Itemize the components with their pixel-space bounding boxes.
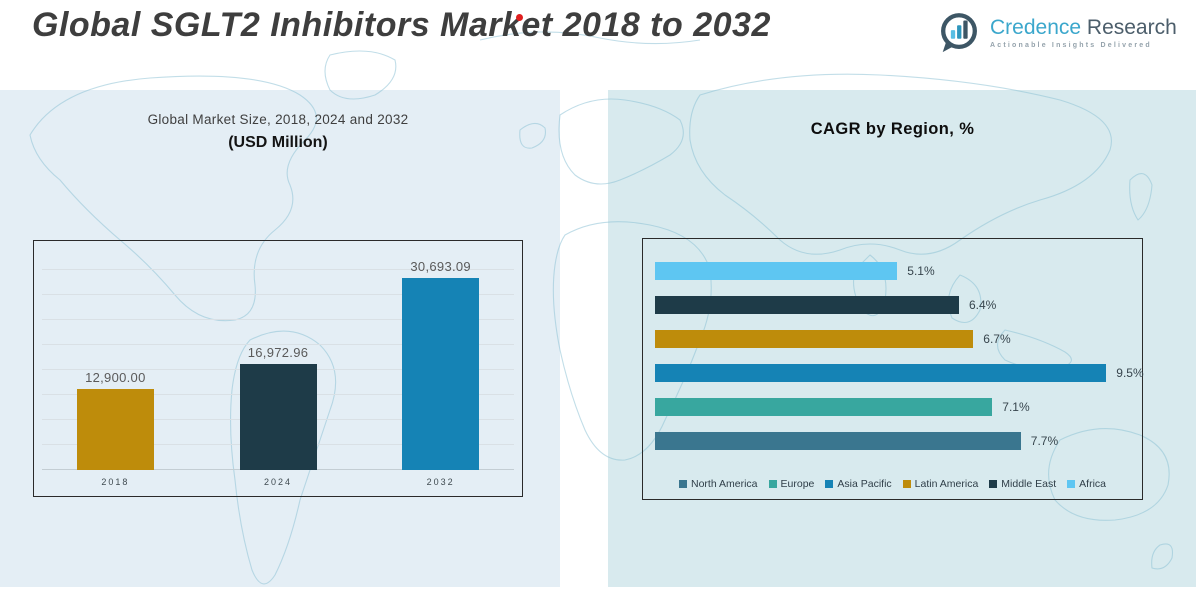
legend-swatch-middle-east xyxy=(989,480,998,488)
bar-asia-pacific xyxy=(655,364,1107,382)
bar-group-2024: 16,972.96 xyxy=(197,241,360,470)
bar-latin-america xyxy=(655,330,974,348)
bar-value-label-middle-east: 6.4% xyxy=(969,298,997,312)
legend-swatch-latin-america xyxy=(902,480,911,488)
x-tick-2032: 2032 xyxy=(426,477,455,487)
bar-value-label-2018: 12,900.00 xyxy=(85,370,146,386)
legend-label-north-america: North America xyxy=(691,478,758,490)
title-accent-dot xyxy=(516,14,523,21)
market-size-bars: 12,900.00 16,972.96 30,693.09 xyxy=(34,241,522,470)
market-size-chart-title: Global Market Size, 2018, 2024 and 2032 … xyxy=(33,112,523,152)
market-size-ticks: 2018 2024 2032 xyxy=(34,470,522,496)
legend-item-europe: Europe xyxy=(768,478,815,490)
market-size-title-line2: (USD Million) xyxy=(228,134,328,151)
page-title: Global SGLT2 Inhibitors Market 2018 to 2… xyxy=(32,6,771,44)
legend-swatch-north-america xyxy=(679,480,687,488)
cagr-chart: 5.1% 6.4% 6.7% 9.5% 7.1% 7.7% North America Eu… xyxy=(642,238,1144,500)
legend-swatch-africa xyxy=(1067,480,1076,488)
bar-value-label-latin-america: 6.7% xyxy=(983,332,1011,346)
legend-item-middle-east: Middle East xyxy=(989,478,1056,490)
legend-label-europe: Europe xyxy=(780,478,815,490)
bar-2018 xyxy=(76,389,154,470)
cagr-row-middle-east: 6.4% xyxy=(655,296,1136,314)
legend-label-middle-east: Middle East xyxy=(1001,478,1057,490)
legend-item-north-america: North America xyxy=(679,478,758,490)
cagr-row-latin-america: 6.7% xyxy=(655,330,1136,348)
bar-value-label-north-america: 7.7% xyxy=(1030,434,1059,448)
brand-tagline: Actionable Insights Delivered xyxy=(990,41,1152,49)
cagr-legend: North America Europe Asia Pacific Latin Ame… xyxy=(643,478,1142,490)
legend-item-asia-pacific: Asia Pacific xyxy=(825,478,892,490)
legend-swatch-europe xyxy=(768,480,777,488)
market-size-title-line1: Global Market Size, 2018, 2024 and 2032 xyxy=(147,112,409,127)
legend-swatch-asia-pacific xyxy=(825,480,834,488)
legend-label-latin-america: Latin America xyxy=(914,478,979,490)
cagr-row-asia-pacific: 9.5% xyxy=(655,364,1144,382)
legend-item-latin-america: Latin America xyxy=(902,478,979,490)
legend-label-asia-pacific: Asia Pacific xyxy=(837,478,892,490)
bar-2024 xyxy=(239,363,317,470)
cagr-row-north-america: 7.7% xyxy=(655,432,1136,450)
brand-logo: Credence Research Actionable Insights De… xyxy=(936,9,1177,55)
bar-africa xyxy=(655,262,898,280)
x-tick-2018: 2018 xyxy=(101,477,130,487)
bar-value-label-africa: 5.1% xyxy=(907,264,935,278)
bar-2032 xyxy=(402,278,480,470)
legend-label-africa: Africa xyxy=(1079,478,1106,490)
brand-name-secondary: Research xyxy=(1086,15,1177,39)
cagr-row-africa: 5.1% xyxy=(655,262,1136,280)
legend-item-africa: Africa xyxy=(1067,478,1106,490)
bar-value-label-asia-pacific: 9.5% xyxy=(1116,366,1144,380)
brand-text: Credence Research Actionable Insights De… xyxy=(990,16,1177,49)
brand-name: Credence Research xyxy=(990,16,1177,40)
bar-group-2032: 30,693.09 xyxy=(359,241,522,470)
market-size-chart: 12,900.00 16,972.96 30,693.09 2018 2024 2032 xyxy=(33,240,523,497)
bar-chart-bubble-icon xyxy=(941,13,977,53)
bar-value-label-2024: 16,972.96 xyxy=(247,344,309,360)
cagr-rows: 5.1% 6.4% 6.7% 9.5% 7.1% 7.7% xyxy=(655,262,1144,466)
bar-value-label-2032: 30,693.09 xyxy=(410,259,471,275)
brand-name-primary: Credence xyxy=(990,15,1082,39)
cagr-chart-title: CAGR by Region, % xyxy=(810,120,975,138)
bar-middle-east xyxy=(655,296,959,314)
cagr-row-europe: 7.1% xyxy=(655,398,1136,416)
bar-europe xyxy=(655,398,993,416)
bar-group-2018: 12,900.00 xyxy=(34,241,197,470)
bar-north-america xyxy=(655,432,1021,450)
bar-value-label-europe: 7.1% xyxy=(1002,400,1030,414)
x-tick-2024: 2024 xyxy=(263,477,293,487)
